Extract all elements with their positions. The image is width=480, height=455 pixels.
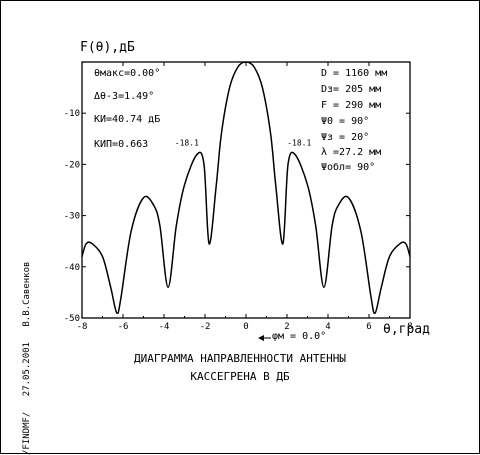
tick-labels: -8 -6 -4 -2 0 2 4 6 8-10-20-30-40-50 <box>64 109 413 332</box>
phi-label: φм = 0.0° <box>272 331 327 342</box>
side-info-program: /FINDMF/ <box>22 411 32 455</box>
caption-line-2: КАССЕГРЕНА В ДБ <box>190 370 290 383</box>
param-wavelength: λ =27.2 мм <box>321 147 382 158</box>
y-tick-label: -50 <box>64 314 80 324</box>
sidelobe-annotation: -18.1 <box>175 139 199 148</box>
side-info-date: 27.05.2001 <box>22 342 32 397</box>
x-tick-label: -6 <box>118 322 129 332</box>
x-axis-label: θ,град <box>383 322 430 337</box>
x-tick-label: 4 <box>325 322 330 332</box>
param-theta-max: θмакс=0.00° <box>94 68 161 79</box>
annotations: -18.1 -18.1 <box>175 139 312 148</box>
side-info-author: В.В.Савенков <box>22 261 32 327</box>
x-tick-label: 0 <box>243 322 248 332</box>
y-tick-label: -10 <box>64 109 80 119</box>
param-psiz: Ψз = 20° <box>321 132 370 143</box>
x-tick-label: 6 <box>366 322 371 332</box>
param-subreflector: Dз= 205 мм <box>321 84 382 95</box>
side-info: /FINDMF/ 27.05.2001 В.В.Савенков <box>22 252 32 455</box>
series-layer <box>81 61 411 315</box>
pattern-line <box>81 61 411 315</box>
param-beamwidth: Δθ-3=1.49° <box>94 91 155 102</box>
param-focal: F = 290 мм <box>321 100 382 111</box>
x-tick-label: -2 <box>200 322 211 332</box>
param-efficiency: КИП=0.663 <box>94 139 149 150</box>
param-diameter: D = 1160 мм <box>321 68 388 79</box>
y-axis-label: F(θ),дБ <box>80 40 135 55</box>
param-psi-obl: Ψобл= 90° <box>321 162 376 173</box>
x-tick-label: 2 <box>284 322 289 332</box>
param-gain: КИ=40.74 дБ <box>94 114 161 125</box>
x-tick-label: -8 <box>77 322 88 332</box>
x-tick-label: 8 <box>407 322 412 332</box>
phi-arrow <box>258 335 271 341</box>
y-tick-label: -30 <box>64 212 80 222</box>
arrow-head <box>258 335 264 341</box>
y-tick-label: -40 <box>64 263 80 273</box>
ticks <box>81 62 411 319</box>
y-tick-label: -20 <box>64 160 80 170</box>
x-tick-label: -4 <box>159 322 170 332</box>
sidelobe-annotation: -18.1 <box>287 139 311 148</box>
param-psi0: Ψ0 = 90° <box>321 116 370 127</box>
caption-line-1: ДИАГРАММА НАПРАВЛЕННОСТИ АНТЕННЫ <box>134 352 346 365</box>
